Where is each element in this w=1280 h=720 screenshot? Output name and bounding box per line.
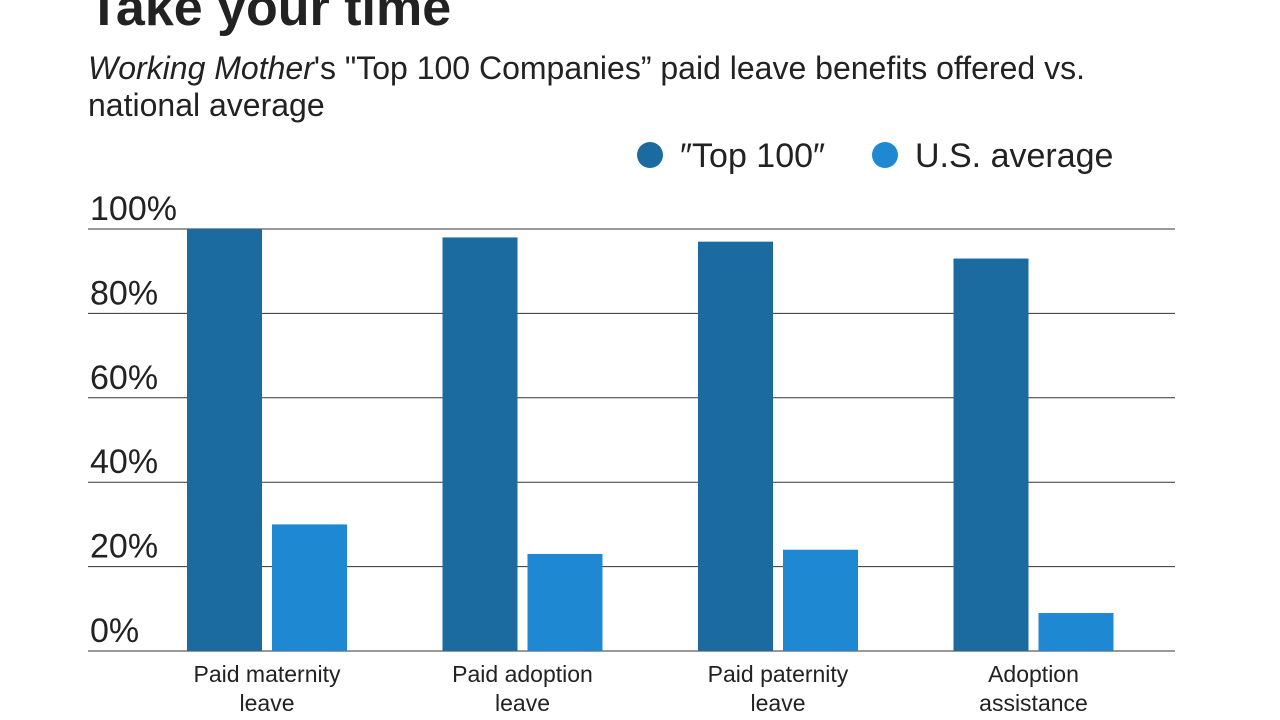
x-tick-label: Paid paternity leave <box>707 661 849 716</box>
bar <box>1038 613 1114 651</box>
subtitle-text: 's "Top 100 Companies” paid leave benefi… <box>88 50 1085 123</box>
y-tick-label: 20% <box>90 528 158 566</box>
legend-marker <box>637 142 663 168</box>
x-tick-label: Adoption assistance <box>979 661 1088 716</box>
y-tick-label: 40% <box>90 443 158 481</box>
subtitle-italic: Working Mother <box>88 50 314 86</box>
chart-title: Take your time <box>88 0 452 37</box>
bar <box>783 549 858 651</box>
y-tick-label: 80% <box>90 274 158 312</box>
bar <box>527 553 603 651</box>
legend-label: ″Top 100″ <box>680 137 825 175</box>
x-tick-label: Paid adoption leave <box>452 661 593 716</box>
bar <box>272 524 347 651</box>
chart-subtitle: Working Mother's "Top 100 Companies” pai… <box>88 50 1168 124</box>
bar <box>953 258 1029 651</box>
x-tick-label: Paid maternity leave <box>193 661 341 716</box>
bar <box>698 241 773 651</box>
bar <box>442 237 518 651</box>
y-tick-label: 100% <box>90 190 177 228</box>
legend-marker <box>872 142 898 168</box>
bar <box>187 229 262 651</box>
legend-label: U.S. average <box>915 137 1113 175</box>
y-tick-label: 60% <box>90 359 158 397</box>
y-tick-label: 0% <box>90 612 139 650</box>
